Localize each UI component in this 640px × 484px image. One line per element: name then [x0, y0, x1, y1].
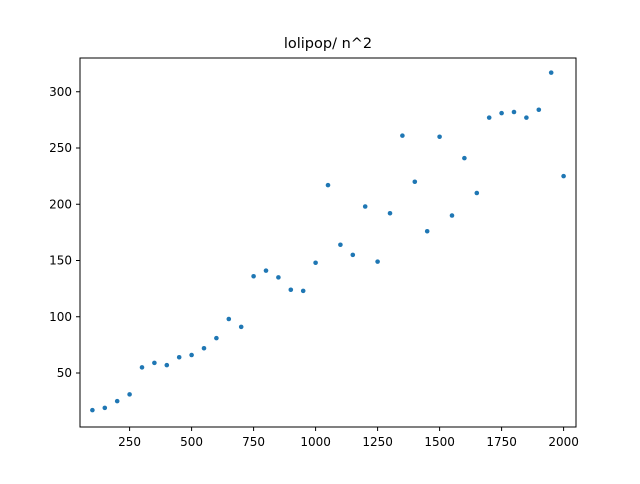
scatter-point: [462, 155, 467, 161]
scatter-point: [412, 179, 418, 185]
scatter-point: [251, 273, 256, 279]
scatter-point: [288, 287, 294, 293]
chart-title: lolipop/ n^2: [284, 36, 372, 52]
scatter-point: [238, 324, 244, 330]
scatter-point: [313, 260, 318, 266]
x-tick-label: 2000: [548, 435, 579, 449]
scatter-point: [226, 316, 232, 322]
scatter-point: [263, 268, 269, 273]
scatter-point: [325, 182, 331, 188]
scatter-point: [524, 115, 529, 120]
scatter-point: [201, 345, 207, 351]
x-tick-label: 1500: [424, 435, 455, 449]
scatter-point: [102, 405, 108, 411]
scatter-point: [486, 115, 492, 120]
x-tick-label: 750: [242, 435, 265, 449]
x-tick-label: 1250: [362, 435, 393, 449]
scatter-point: [338, 242, 343, 248]
plot-frame: [79, 57, 577, 428]
scatter-point: [375, 259, 380, 264]
scatter-point: [127, 392, 132, 397]
y-tick-label: 100: [49, 310, 72, 324]
y-tick-label: 250: [49, 141, 72, 155]
x-axis: 250 500 750 1000 1250 1500 1750 2000: [118, 427, 579, 449]
x-tick-label: 500: [180, 435, 203, 449]
scatter-point: [152, 360, 157, 366]
scatter-point: [424, 228, 430, 234]
scatter-point: [536, 107, 542, 113]
scatter-point: [139, 365, 145, 370]
y-tick-label: 150: [49, 254, 72, 268]
scatter-point: [400, 133, 405, 138]
y-tick-label: 200: [49, 197, 72, 211]
x-tick-label: 1000: [300, 435, 331, 449]
scatter-point: [189, 352, 194, 358]
scatter-point: [499, 110, 504, 116]
scatter-point: [362, 204, 368, 209]
y-tick-label: 300: [49, 85, 72, 99]
scatter-point: [164, 362, 170, 368]
scatter-point: [276, 275, 281, 280]
scatter-point: [548, 70, 554, 75]
scatter-point: [176, 354, 182, 360]
scatter-point: [474, 190, 480, 196]
x-tick-label: 1750: [486, 435, 517, 449]
scatter-point: [114, 398, 120, 404]
scatter-point: [90, 407, 95, 413]
y-tick-label: 50: [57, 366, 72, 380]
scatter-point: [449, 213, 455, 218]
scatter-point: [561, 173, 566, 179]
scatter-point: [387, 210, 393, 216]
scatter-points: [90, 70, 566, 413]
scatter-point: [350, 252, 356, 258]
scatter-point: [214, 335, 219, 341]
y-axis: 50 100 150 200 250 300: [49, 85, 80, 380]
scatter-point: [511, 109, 517, 115]
scatter-point: [437, 134, 442, 140]
scatter-point: [300, 288, 306, 294]
x-tick-label: 250: [118, 435, 141, 449]
